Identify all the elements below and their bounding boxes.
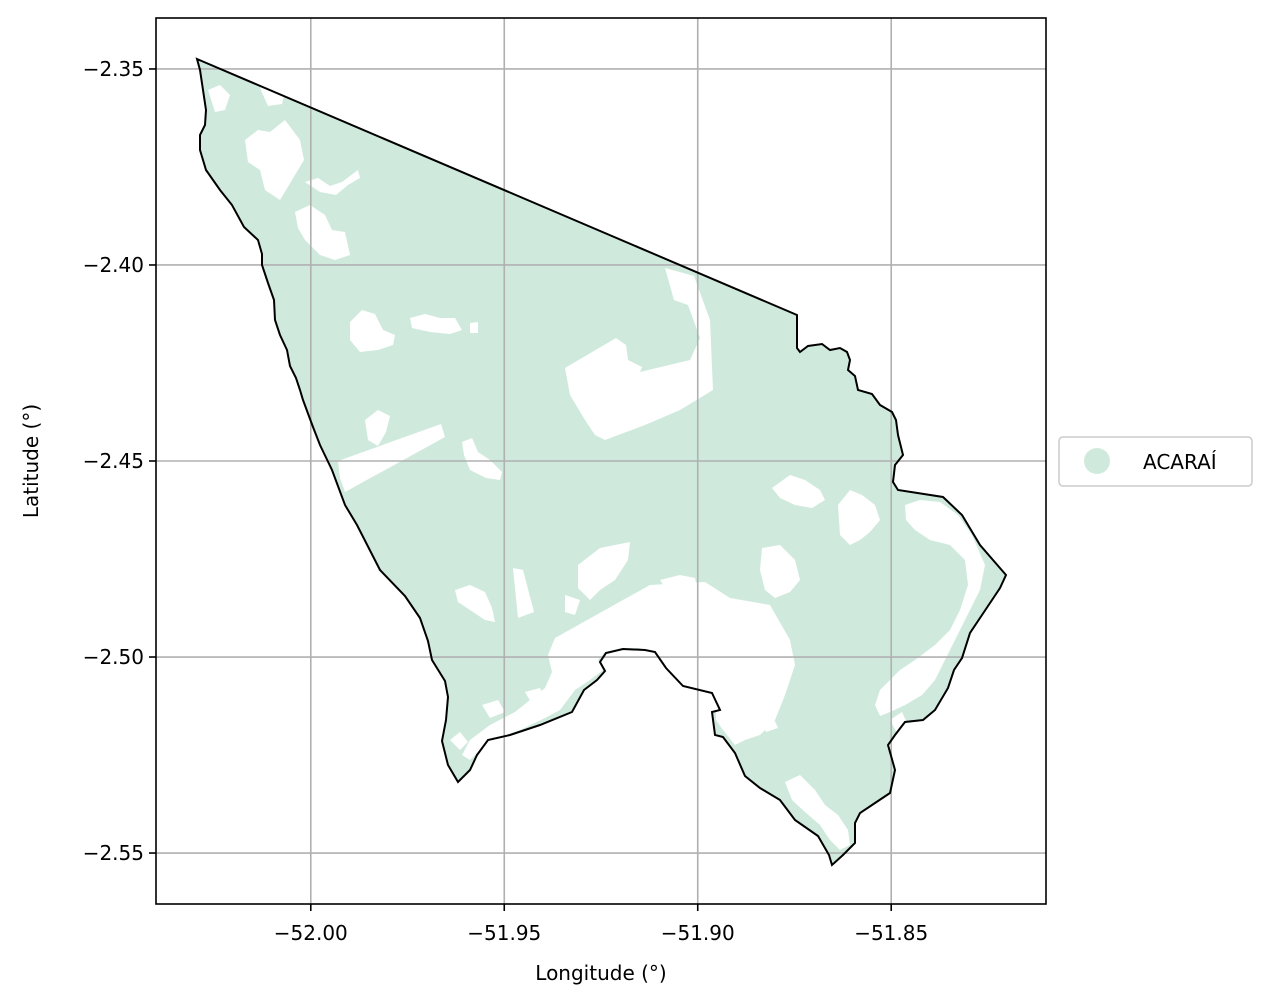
map-region (197, 59, 1006, 865)
y-tick-label: −2.45 (83, 449, 144, 473)
y-tick-label: −2.50 (83, 645, 144, 669)
legend: ACARAÍ (1058, 436, 1253, 487)
legend-box (1058, 436, 1253, 487)
x-axis-label: Longitude (°) (535, 961, 666, 985)
region-fill (197, 59, 1006, 865)
x-tick-label: −51.95 (467, 921, 541, 945)
y-axis-ticks: −2.35 −2.40 −2.45 −2.50 −2.55 (83, 57, 156, 865)
x-axis-ticks: −52.00 −51.95 −51.90 −51.85 (274, 904, 928, 945)
x-tick-label: −52.00 (274, 921, 348, 945)
x-tick-label: −51.85 (854, 921, 928, 945)
x-tick-label: −51.90 (661, 921, 735, 945)
y-tick-label: −2.55 (83, 841, 144, 865)
legend-marker (1084, 448, 1110, 474)
y-axis-label: Latitude (°) (19, 404, 43, 518)
y-tick-label: −2.35 (83, 57, 144, 81)
region-holes (208, 82, 985, 850)
legend-label: ACARAÍ (1143, 450, 1217, 474)
y-tick-label: −2.40 (83, 253, 144, 277)
region-boundary (195, 57, 1008, 867)
